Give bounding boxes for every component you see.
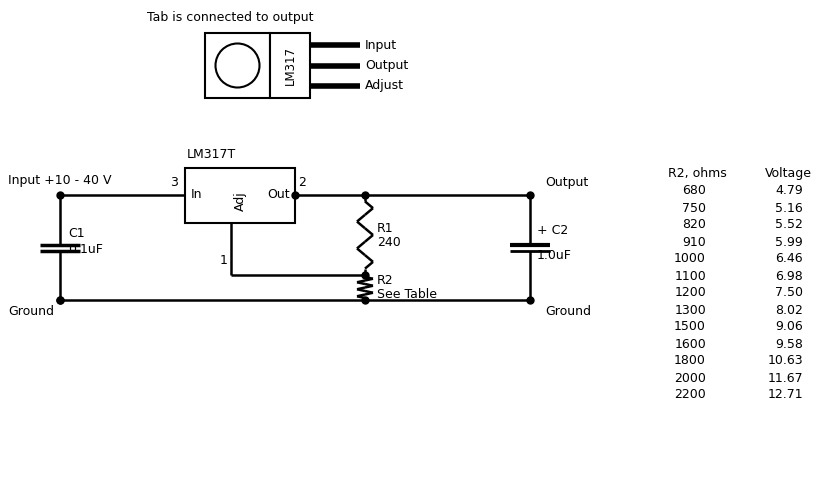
- Text: Tab is connected to output: Tab is connected to output: [147, 12, 313, 24]
- Text: 5.99: 5.99: [776, 236, 803, 248]
- Text: See Table: See Table: [377, 288, 437, 301]
- Text: Ground: Ground: [8, 305, 54, 318]
- Text: 12.71: 12.71: [767, 388, 803, 402]
- Text: 11.67: 11.67: [767, 371, 803, 385]
- Text: Input +10 - 40 V: Input +10 - 40 V: [8, 174, 112, 187]
- Text: 5.52: 5.52: [776, 219, 803, 231]
- Text: LM317T: LM317T: [187, 148, 237, 162]
- Text: 1.0uF: 1.0uF: [537, 249, 572, 262]
- Text: 4.79: 4.79: [776, 184, 803, 198]
- Text: 0.1uF: 0.1uF: [68, 243, 102, 256]
- Text: C1: C1: [68, 227, 85, 240]
- Text: 2000: 2000: [674, 371, 706, 385]
- Text: 6.98: 6.98: [776, 269, 803, 283]
- Text: 1000: 1000: [674, 252, 706, 265]
- Text: 1300: 1300: [674, 304, 706, 317]
- Text: Output: Output: [365, 59, 408, 72]
- Bar: [185, 167, 295, 223]
- Text: 1800: 1800: [674, 354, 706, 367]
- Text: In: In: [191, 188, 202, 202]
- Text: 910: 910: [682, 236, 706, 248]
- Text: 10.63: 10.63: [767, 354, 803, 367]
- Text: 1600: 1600: [674, 338, 706, 350]
- Text: 2: 2: [298, 176, 306, 189]
- Text: 9.58: 9.58: [776, 338, 803, 350]
- Text: 240: 240: [377, 236, 401, 248]
- Text: LM317: LM317: [283, 46, 297, 85]
- Text: Out: Out: [267, 188, 290, 202]
- Text: R2: R2: [377, 274, 394, 287]
- Text: 1500: 1500: [674, 321, 706, 333]
- Text: 5.16: 5.16: [776, 202, 803, 215]
- Bar: [205, 33, 270, 98]
- Text: Input: Input: [365, 39, 397, 52]
- Text: 8.02: 8.02: [776, 304, 803, 317]
- Text: 6.46: 6.46: [776, 252, 803, 265]
- Text: 1: 1: [219, 253, 227, 266]
- Text: 7.50: 7.50: [775, 286, 803, 300]
- Text: 750: 750: [682, 202, 706, 215]
- Circle shape: [216, 43, 260, 87]
- Text: Ground: Ground: [545, 305, 591, 318]
- Text: 2200: 2200: [674, 388, 706, 402]
- Text: Adjust: Adjust: [365, 80, 404, 93]
- Text: Output: Output: [545, 176, 588, 189]
- Text: + C2: + C2: [537, 224, 568, 237]
- Text: Voltage: Voltage: [765, 167, 812, 181]
- Bar: [270, 33, 310, 98]
- Text: R2, ohms: R2, ohms: [668, 167, 726, 181]
- Text: Adj: Adj: [233, 191, 247, 211]
- Text: 1200: 1200: [674, 286, 706, 300]
- Text: 3: 3: [170, 176, 178, 189]
- Text: R1: R1: [377, 222, 394, 235]
- Text: 820: 820: [682, 219, 706, 231]
- Text: 1100: 1100: [674, 269, 706, 283]
- Text: 9.06: 9.06: [776, 321, 803, 333]
- Text: 680: 680: [682, 184, 706, 198]
